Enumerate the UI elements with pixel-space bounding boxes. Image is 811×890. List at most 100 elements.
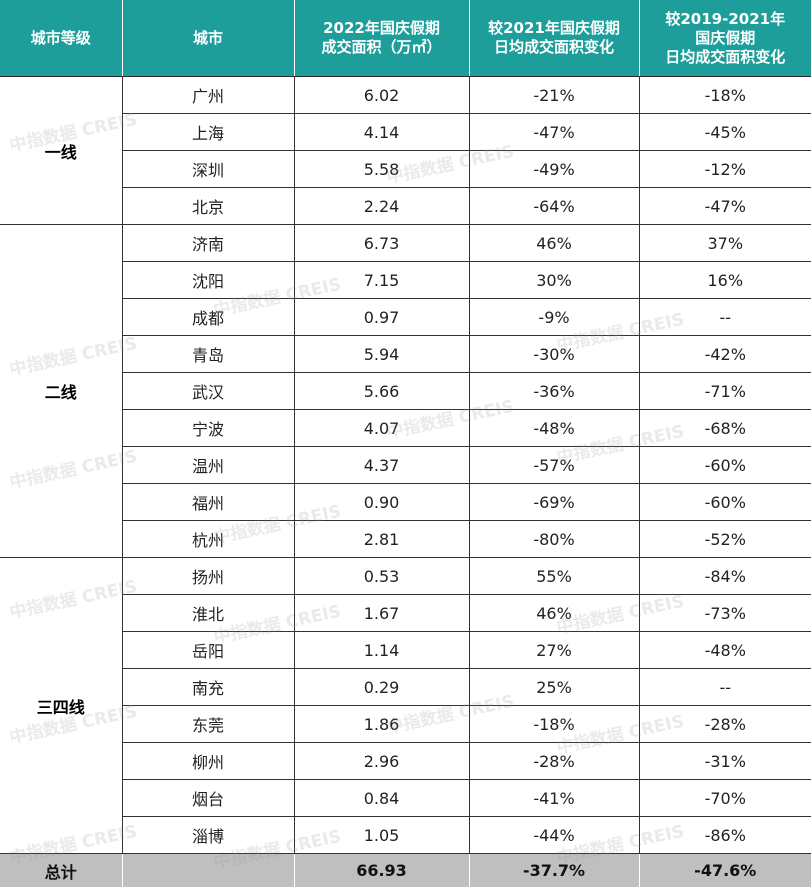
yoy-change-cell: -44% <box>469 816 640 854</box>
table-row: 杭州 2.81 -80% -52% <box>0 520 811 558</box>
yoy-change-cell: -47% <box>469 113 640 151</box>
area-cell: 2.96 <box>294 742 470 780</box>
area-cell: 0.84 <box>294 779 470 817</box>
yoy-change-cell: -36% <box>469 372 640 410</box>
header-yoy-change: 较2021年国庆假期 日均成交面积变化 <box>469 0 640 77</box>
total-row: 总计 66.93 -37.7% -47.6% <box>0 853 811 887</box>
yoy-change-cell: 27% <box>469 631 640 669</box>
table-row: 三四线 扬州 0.53 55% -84% <box>0 557 811 854</box>
table-row: 淮北 1.67 46% -73% <box>0 594 811 632</box>
city-cell: 烟台 <box>122 779 295 817</box>
tier-cell: 一线 <box>0 76 123 225</box>
vs-2019-2021-cell: -31% <box>639 742 811 780</box>
area-cell: 4.07 <box>294 409 470 447</box>
vs-2019-2021-cell: -48% <box>639 631 811 669</box>
table-row: 福州 0.90 -69% -60% <box>0 483 811 521</box>
vs-2019-2021-cell: 16% <box>639 261 811 299</box>
tier-cell: 二线 <box>0 224 123 558</box>
yoy-change-cell: 25% <box>469 668 640 706</box>
total-label: 总计 <box>0 853 123 887</box>
tier-cell: 三四线 <box>0 557 123 854</box>
table-row: 南充 0.29 25% -- <box>0 668 811 706</box>
city-cell: 淮北 <box>122 594 295 632</box>
city-cell: 宁波 <box>122 409 295 447</box>
header-tier: 城市等级 <box>0 0 123 77</box>
area-cell: 1.14 <box>294 631 470 669</box>
vs-2019-2021-cell: -47% <box>639 187 811 225</box>
yoy-change-cell: -80% <box>469 520 640 558</box>
area-cell: 5.94 <box>294 335 470 373</box>
table-row: 淄博 1.05 -44% -86% <box>0 816 811 854</box>
city-cell: 上海 <box>122 113 295 151</box>
city-cell: 淄博 <box>122 816 295 854</box>
table-row: 宁波 4.07 -48% -68% <box>0 409 811 447</box>
header-area: 2022年国庆假期 成交面积（万㎡） <box>294 0 470 77</box>
vs-2019-2021-cell: -73% <box>639 594 811 632</box>
area-cell: 2.81 <box>294 520 470 558</box>
table-row: 北京 2.24 -64% -47% <box>0 187 811 225</box>
table-row: 柳州 2.96 -28% -31% <box>0 742 811 780</box>
table-body: 一线 广州 6.02 -21% -18% 上海 4.14 -47% -45% 深圳 5.58 -49%… <box>0 76 811 887</box>
area-cell: 1.67 <box>294 594 470 632</box>
total-vs-2019-2021: -47.6% <box>639 853 811 887</box>
area-cell: 6.02 <box>294 76 470 114</box>
header-row: 城市等级 城市 2022年国庆假期 成交面积（万㎡） 较2021年国庆假期 日均成交… <box>0 0 811 77</box>
table-row: 东莞 1.86 -18% -28% <box>0 705 811 743</box>
header-vs-2019-2021: 较2019-2021年 国庆假期 日均成交面积变化 <box>639 0 811 77</box>
city-cell: 沈阳 <box>122 261 295 299</box>
yoy-change-cell: -48% <box>469 409 640 447</box>
area-cell: 0.53 <box>294 557 470 595</box>
yoy-change-cell: -69% <box>469 483 640 521</box>
city-cell: 济南 <box>122 224 295 262</box>
yoy-change-cell: 30% <box>469 261 640 299</box>
area-cell: 0.29 <box>294 668 470 706</box>
city-cell: 武汉 <box>122 372 295 410</box>
vs-2019-2021-cell: -71% <box>639 372 811 410</box>
city-cell: 岳阳 <box>122 631 295 669</box>
area-cell: 7.15 <box>294 261 470 299</box>
yoy-change-cell: -28% <box>469 742 640 780</box>
vs-2019-2021-cell: -42% <box>639 335 811 373</box>
city-cell: 南充 <box>122 668 295 706</box>
vs-2019-2021-cell: -68% <box>639 409 811 447</box>
city-cell: 福州 <box>122 483 295 521</box>
yoy-change-cell: -41% <box>469 779 640 817</box>
total-empty <box>122 853 295 887</box>
area-cell: 4.37 <box>294 446 470 484</box>
area-cell: 5.58 <box>294 150 470 188</box>
yoy-change-cell: -64% <box>469 187 640 225</box>
table-row: 武汉 5.66 -36% -71% <box>0 372 811 410</box>
vs-2019-2021-cell: -84% <box>639 557 811 595</box>
vs-2019-2021-cell: -60% <box>639 483 811 521</box>
vs-2019-2021-cell: -52% <box>639 520 811 558</box>
area-cell: 6.73 <box>294 224 470 262</box>
table-row: 深圳 5.58 -49% -12% <box>0 150 811 188</box>
city-cell: 北京 <box>122 187 295 225</box>
table-row: 烟台 0.84 -41% -70% <box>0 779 811 817</box>
yoy-change-cell: -30% <box>469 335 640 373</box>
yoy-change-cell: -57% <box>469 446 640 484</box>
yoy-change-cell: -21% <box>469 76 640 114</box>
table-row: 成都 0.97 -9% -- <box>0 298 811 336</box>
vs-2019-2021-cell: -45% <box>639 113 811 151</box>
yoy-change-cell: -9% <box>469 298 640 336</box>
yoy-change-cell: 55% <box>469 557 640 595</box>
vs-2019-2021-cell: -70% <box>639 779 811 817</box>
city-cell: 广州 <box>122 76 295 114</box>
table-row: 温州 4.37 -57% -60% <box>0 446 811 484</box>
vs-2019-2021-cell: 37% <box>639 224 811 262</box>
vs-2019-2021-cell: -- <box>639 298 811 336</box>
vs-2019-2021-cell: -60% <box>639 446 811 484</box>
table-row: 上海 4.14 -47% -45% <box>0 113 811 151</box>
area-cell: 5.66 <box>294 372 470 410</box>
area-cell: 4.14 <box>294 113 470 151</box>
city-cell: 扬州 <box>122 557 295 595</box>
yoy-change-cell: -18% <box>469 705 640 743</box>
table-row: 二线 济南 6.73 46% 37% <box>0 224 811 558</box>
city-cell: 柳州 <box>122 742 295 780</box>
vs-2019-2021-cell: -28% <box>639 705 811 743</box>
area-cell: 0.97 <box>294 298 470 336</box>
table-row: 青岛 5.94 -30% -42% <box>0 335 811 373</box>
header-city: 城市 <box>122 0 295 77</box>
